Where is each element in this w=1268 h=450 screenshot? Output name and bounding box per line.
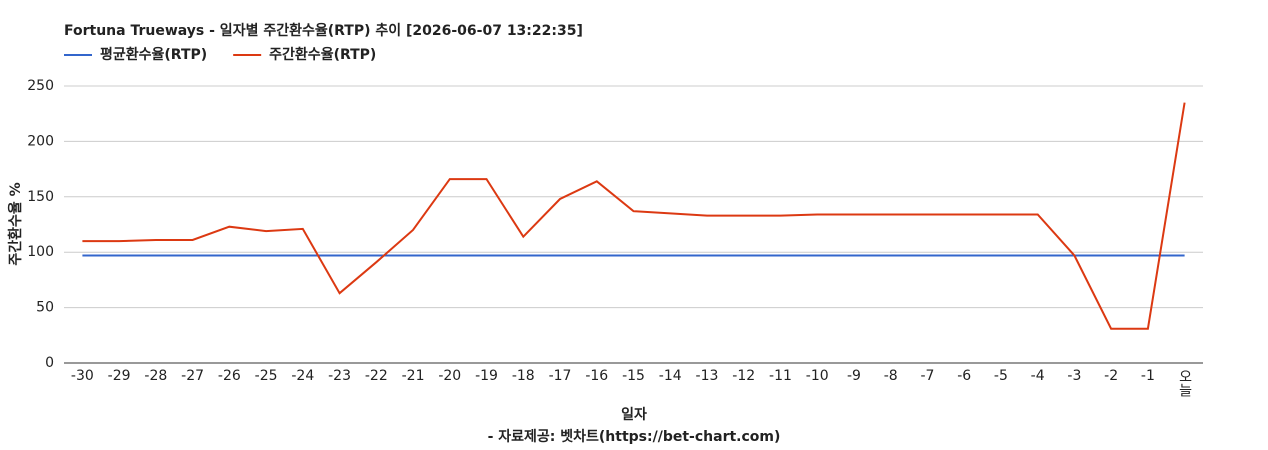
- line-series: [82, 102, 1186, 330]
- x-tick-label: -1: [1141, 368, 1155, 384]
- x-tick-label: -4: [1031, 368, 1045, 384]
- x-tick-label: -24: [291, 368, 314, 384]
- x-tick-label: -21: [402, 368, 425, 384]
- y-tick-label: 200: [27, 133, 54, 149]
- x-axis-label: 일자: [621, 407, 647, 423]
- y-tick-label: 250: [27, 78, 54, 94]
- x-tick-label: -29: [108, 368, 131, 384]
- x-tick-label: -8: [884, 368, 898, 384]
- x-tick-label: -30: [71, 368, 94, 384]
- x-tick-label: -13: [696, 368, 719, 384]
- x-tick-label: -5: [994, 368, 1008, 384]
- y-tick-label: 50: [36, 300, 54, 316]
- chart-title: Fortuna Trueways - 일자별 주간환수율(RTP) 추이 [20…: [64, 22, 583, 39]
- x-tick-label: -7: [920, 368, 934, 384]
- y-tick-label: 150: [27, 189, 54, 205]
- x-tick-label: -26: [218, 368, 241, 384]
- x-tick-label: 오늘: [1177, 369, 1193, 397]
- x-tick-label: -6: [957, 368, 971, 384]
- x-tick-label: -12: [732, 368, 755, 384]
- x-tick-label: -17: [549, 368, 572, 384]
- legend-label: 평균환수율(RTP): [100, 46, 207, 63]
- x-tick-label: -19: [475, 368, 498, 384]
- x-tick-label: -23: [328, 368, 351, 384]
- legend-label: 주간환수율(RTP): [269, 46, 376, 63]
- x-tick-label: -3: [1067, 368, 1081, 384]
- x-tick-label: -2: [1104, 368, 1118, 384]
- x-tick-label: -28: [144, 368, 167, 384]
- x-tick-label: -10: [806, 368, 829, 384]
- x-tick-label: -27: [181, 368, 204, 384]
- x-tick-label: -11: [769, 368, 792, 384]
- y-tick-label: 0: [45, 355, 54, 371]
- x-tick-label: -9: [847, 368, 861, 384]
- source-note: - 자료제공: 벳차트(https://bet-chart.com): [488, 428, 781, 445]
- y-axis-label: 주간환수율 %: [7, 182, 24, 265]
- x-tick-label: -20: [438, 368, 461, 384]
- x-tick-label: -15: [622, 368, 645, 384]
- x-tick-label: -25: [255, 368, 278, 384]
- x-tick-label: -22: [365, 368, 388, 384]
- x-tick-label: -18: [512, 368, 535, 384]
- y-tick-label: 100: [27, 244, 54, 260]
- x-tick-label: -14: [659, 368, 682, 384]
- x-tick-label: -16: [585, 368, 608, 384]
